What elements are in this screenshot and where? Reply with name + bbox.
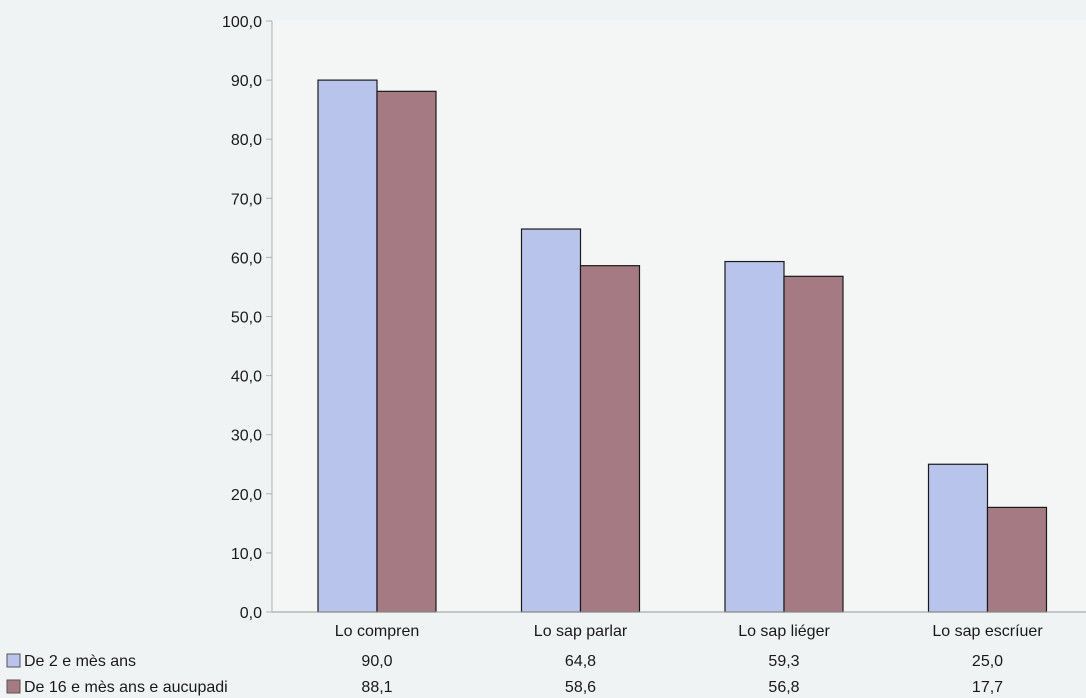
- data-table-value: 56,8: [768, 679, 799, 696]
- bar-series-2: [376, 90, 437, 613]
- y-tick-label: 80,0: [231, 132, 262, 149]
- bar-series-1: [520, 228, 582, 613]
- category-label: Lo sap liéger: [738, 623, 830, 640]
- data-table-value: 25,0: [972, 653, 1003, 670]
- legend-swatch: [6, 679, 21, 694]
- y-tick-label: 10,0: [231, 546, 262, 563]
- y-tick-label: 40,0: [231, 369, 262, 386]
- data-table-value: 64,8: [565, 653, 596, 670]
- category-labels: Lo compren Lo sap parlar Lo sap liéger Lo s…: [335, 623, 1044, 640]
- legend-data-table: De 2 e mès ans 90,0 64,8 59,3 25,0 De 16 e mè…: [6, 653, 1003, 696]
- y-tick-label: 50,0: [231, 310, 262, 327]
- y-tick-label: 20,0: [231, 487, 262, 504]
- legend-label: De 16 e mès ans e aucupadi: [24, 679, 228, 696]
- bars: [317, 79, 1048, 613]
- category-label: Lo compren: [335, 623, 420, 640]
- y-axis-ticks: 0,0 10,0 20,0 30,0 40,0 50,0 60,0 70,0 80,0 90,0 1…: [222, 14, 272, 622]
- y-tick-label: 30,0: [231, 428, 262, 445]
- bar-series-1: [927, 463, 989, 613]
- y-tick-label: 0,0: [240, 605, 262, 622]
- bar-series-2: [579, 265, 641, 613]
- data-table-value: 88,1: [361, 679, 392, 696]
- data-table-value: 90,0: [361, 653, 392, 670]
- bar-series-2: [986, 506, 1048, 613]
- y-tick-label: 100,0: [222, 14, 262, 31]
- bar-series-1: [724, 260, 785, 613]
- category-label: Lo sap parlar: [534, 623, 628, 640]
- y-tick-label: 70,0: [231, 191, 262, 208]
- y-tick-label: 90,0: [231, 73, 262, 90]
- bar-series-2: [783, 275, 844, 613]
- bar-series-1: [317, 79, 378, 613]
- data-table-value: 58,6: [565, 679, 596, 696]
- data-table-value: 17,7: [972, 679, 1003, 696]
- legend-label: De 2 e mès ans: [24, 653, 136, 670]
- legend-swatch: [6, 653, 21, 668]
- y-tick-label: 60,0: [231, 250, 262, 267]
- data-table-value: 59,3: [768, 653, 799, 670]
- category-label: Lo sap escríuer: [932, 623, 1043, 640]
